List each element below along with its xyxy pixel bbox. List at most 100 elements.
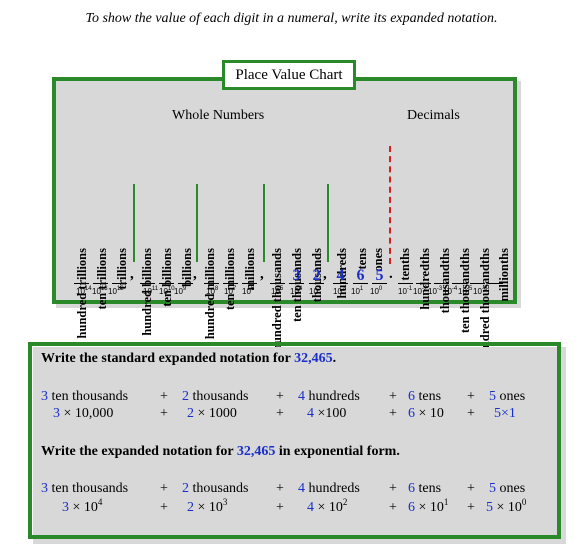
- digit-slot: [452, 269, 467, 284]
- power-exponent: 0: [378, 286, 383, 292]
- term-digit: 5: [489, 481, 496, 496]
- product-digit: 4: [307, 406, 314, 421]
- comma-mark: ,: [193, 266, 197, 282]
- product-term: 2 × 1000: [187, 406, 237, 422]
- decimals-label: Decimals: [407, 108, 460, 123]
- exp-times: × 103: [194, 497, 228, 516]
- panel-shadow: [33, 347, 566, 544]
- power-exponent: 12: [116, 286, 124, 292]
- word-term: 2 thousands: [182, 481, 249, 497]
- word-term: 3 ten thousands: [41, 481, 128, 497]
- power-label: 10-4: [443, 286, 458, 296]
- power-exponent: 2: [341, 286, 346, 292]
- exp-times: × 104: [69, 497, 103, 516]
- power-label: 104: [290, 286, 303, 296]
- term-digit: 3: [41, 389, 48, 404]
- place-label-text: hundred thousands: [270, 248, 284, 351]
- power-label: 10-1: [398, 286, 413, 296]
- exp-term: 2 × 103: [187, 497, 228, 516]
- whole-numbers-label: Whole Numbers: [172, 108, 265, 123]
- term-unit: tens: [415, 389, 442, 404]
- place-label: hundred trillions: [75, 140, 89, 338]
- digit-slot: [74, 269, 89, 284]
- exp-term: 6 × 101: [408, 498, 448, 516]
- word-term: 3 ten thousands: [41, 389, 128, 405]
- power-label: 105: [271, 286, 284, 296]
- place-label: tens: [355, 140, 369, 270]
- term-digit: 3: [41, 481, 48, 496]
- term-digit: 2: [182, 389, 189, 404]
- power-exponent: 11: [151, 286, 159, 292]
- power-exponent: 3: [317, 286, 322, 292]
- plus-sign: +: [276, 481, 284, 496]
- power-exponent: 5: [279, 286, 284, 292]
- plus-sign: +: [276, 406, 284, 421]
- place-label: tenths: [398, 140, 412, 281]
- digit-slot: [204, 269, 219, 284]
- product-term: 4 ×100: [307, 406, 346, 422]
- term-unit: ones: [496, 481, 526, 496]
- digit-slot: [434, 269, 449, 284]
- exp-exponent: 0: [521, 497, 527, 507]
- place-label: millions: [243, 140, 257, 290]
- decimal-divider: [389, 146, 391, 264]
- exp-digit: 2: [187, 500, 194, 515]
- digit-slot: [470, 269, 485, 284]
- word-term: 5 ones: [489, 481, 525, 497]
- place-label: hundredths: [418, 140, 432, 310]
- exp-term: 5 × 100: [486, 497, 527, 516]
- exp-digit: 6: [408, 500, 415, 515]
- plus-sign: +: [276, 389, 284, 404]
- term-unit: ten thousands: [48, 389, 129, 404]
- place-label: billions: [180, 140, 194, 287]
- product-digit: 6: [408, 406, 415, 421]
- power-label: 100: [370, 286, 383, 296]
- digit-slot: 5: [372, 268, 387, 284]
- exponential-heading: Write the expanded notation for 32,465 i…: [41, 444, 400, 459]
- exp-exponent: 3: [222, 497, 228, 507]
- decimal-point: .: [389, 266, 393, 282]
- digit-slot: [242, 269, 257, 284]
- digit-slot: [270, 269, 285, 284]
- product-term: 3 × 10,000: [53, 406, 113, 422]
- product-rest: × 10: [415, 406, 444, 421]
- place-label: hundred millions: [203, 140, 217, 339]
- place-label: ones: [371, 140, 385, 272]
- term-unit: ones: [496, 389, 526, 404]
- power-label: 10-5: [458, 286, 473, 296]
- intro-text: To show the value of each digit in a num…: [85, 11, 498, 26]
- plus-sign: +: [467, 389, 475, 404]
- power-label: 1010: [159, 286, 175, 296]
- exp-term: 4 × 102: [307, 498, 347, 516]
- word-term: 5 ones: [489, 389, 525, 405]
- digit-slot: [223, 269, 238, 284]
- exp-term: 3 × 104: [62, 497, 103, 516]
- power-exponent: 8: [214, 286, 219, 292]
- plus-sign: +: [160, 500, 168, 515]
- plus-sign: +: [467, 406, 475, 421]
- place-label: ten thousands: [290, 140, 304, 322]
- digit-slot: [416, 269, 431, 284]
- plus-sign: +: [389, 500, 397, 515]
- word-term: 4 hundreds: [298, 389, 360, 405]
- product-digit: 3: [53, 406, 60, 421]
- product-rest: × 1000: [194, 406, 237, 421]
- power-label: 1013: [92, 286, 108, 296]
- term-digit: 4: [298, 389, 305, 404]
- product-term: 6 × 10: [408, 406, 444, 422]
- plus-sign: +: [389, 389, 397, 404]
- word-term: 4 hundreds: [298, 481, 360, 497]
- term-digit: 5: [489, 389, 496, 404]
- plus-sign: +: [160, 406, 168, 421]
- place-label: thousands: [310, 140, 324, 302]
- digit-slot: [140, 269, 155, 284]
- chart-title: Place Value Chart: [222, 60, 356, 90]
- power-label: 1011: [143, 286, 159, 296]
- digit-slot: [398, 269, 413, 284]
- power-exponent: 14: [84, 286, 92, 292]
- digit-slot: 6: [353, 268, 368, 284]
- power-label: 103: [309, 286, 322, 296]
- place-label: thousandths: [438, 140, 452, 313]
- power-label: 106: [242, 286, 255, 296]
- place-label-text: ten thousands: [290, 248, 304, 322]
